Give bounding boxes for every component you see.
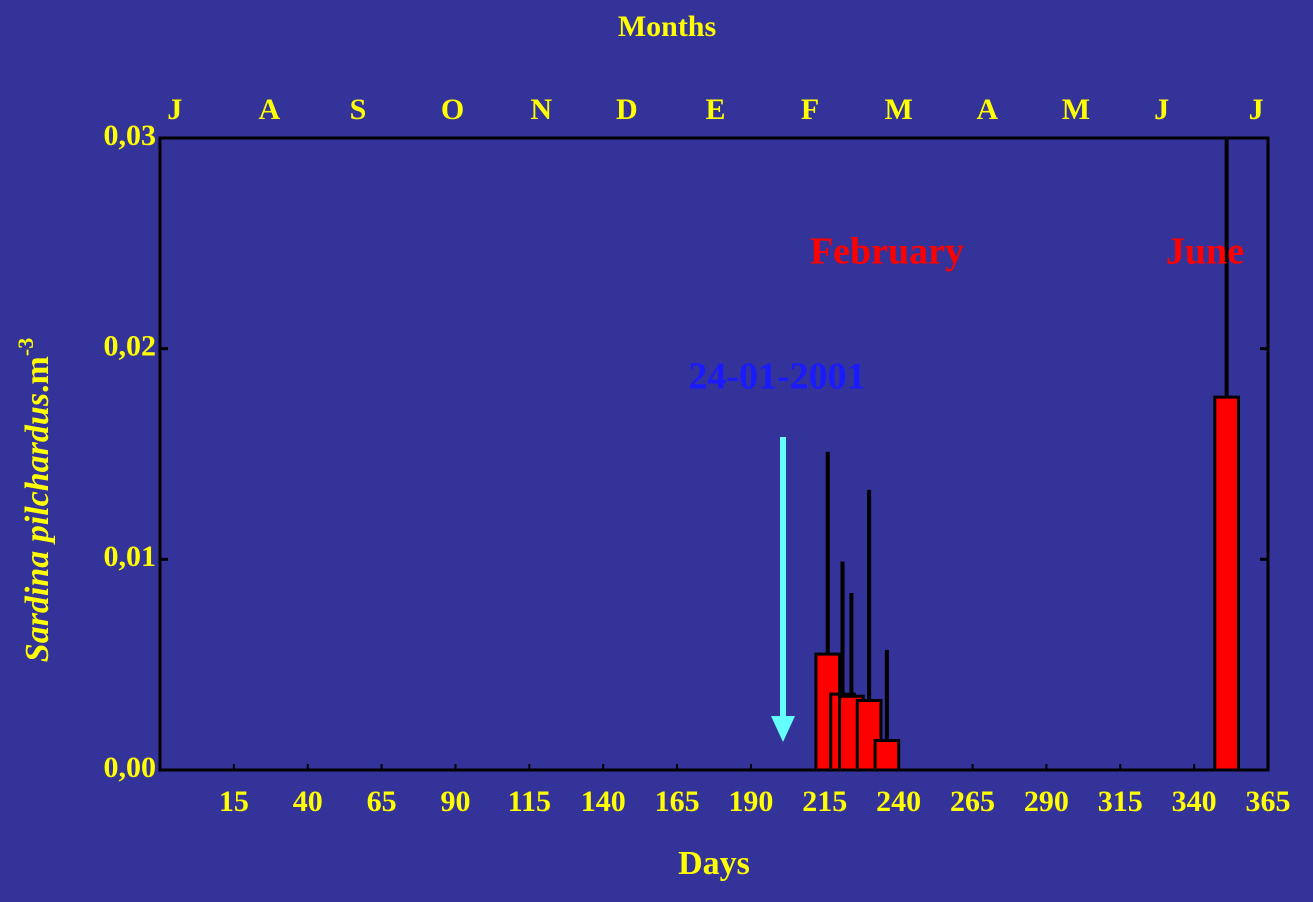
x-tick-label: 265 — [950, 785, 995, 818]
y-tick-label: 0,00 — [104, 751, 157, 784]
bar — [873, 739, 901, 772]
month-tick-label: J — [167, 93, 182, 126]
y-label-species: Sardina pilchardus — [19, 393, 56, 662]
month-tick-label: A — [258, 93, 280, 126]
x-tick-label: 115 — [508, 785, 551, 818]
month-tick-label: S — [350, 93, 367, 126]
x-tick-label: 90 — [440, 785, 470, 818]
month-tick-label: E — [705, 93, 725, 126]
chart-title: Months — [618, 10, 716, 43]
month-tick-label: N — [530, 93, 552, 126]
month-tick-label: A — [976, 93, 998, 126]
x-tick-label: 15 — [219, 785, 249, 818]
month-tick-label: J — [1249, 93, 1264, 126]
y-tick-label: 0,01 — [104, 540, 157, 573]
bar — [1213, 395, 1240, 772]
x-tick-label: 290 — [1024, 785, 1069, 818]
y-label-unit: .m — [19, 356, 56, 393]
x-axis-label: Days — [678, 845, 750, 882]
month-tick-label: D — [616, 93, 638, 126]
y-tick-label: 0,03 — [104, 119, 157, 152]
month-tick-label: M — [885, 93, 913, 126]
y-label-exponent: -3 — [13, 338, 38, 356]
x-tick-label: 215 — [802, 785, 847, 818]
x-tick-label: 340 — [1172, 785, 1217, 818]
y-tick-label: 0,02 — [104, 330, 157, 363]
annotation: June — [1166, 231, 1244, 273]
month-tick-label: F — [801, 93, 819, 126]
month-tick-label: M — [1062, 93, 1090, 126]
x-tick-label: 240 — [876, 785, 921, 818]
x-tick-label: 40 — [293, 785, 323, 818]
annotation: 24-01-2001 — [688, 356, 865, 398]
plot-frame — [158, 136, 1270, 772]
y-axis-label: Sardina pilchardus.m-3 — [13, 338, 56, 662]
arrow-head — [771, 716, 795, 742]
x-tick-label: 140 — [581, 785, 626, 818]
x-tick-label: 190 — [728, 785, 773, 818]
x-tick-label: 65 — [367, 785, 397, 818]
month-tick-label: O — [441, 93, 464, 126]
x-tick-label: 365 — [1246, 785, 1291, 818]
x-tick-label: 315 — [1098, 785, 1143, 818]
x-tick-label: 165 — [655, 785, 700, 818]
annotation: February — [810, 231, 964, 273]
month-tick-label: J — [1154, 93, 1169, 126]
